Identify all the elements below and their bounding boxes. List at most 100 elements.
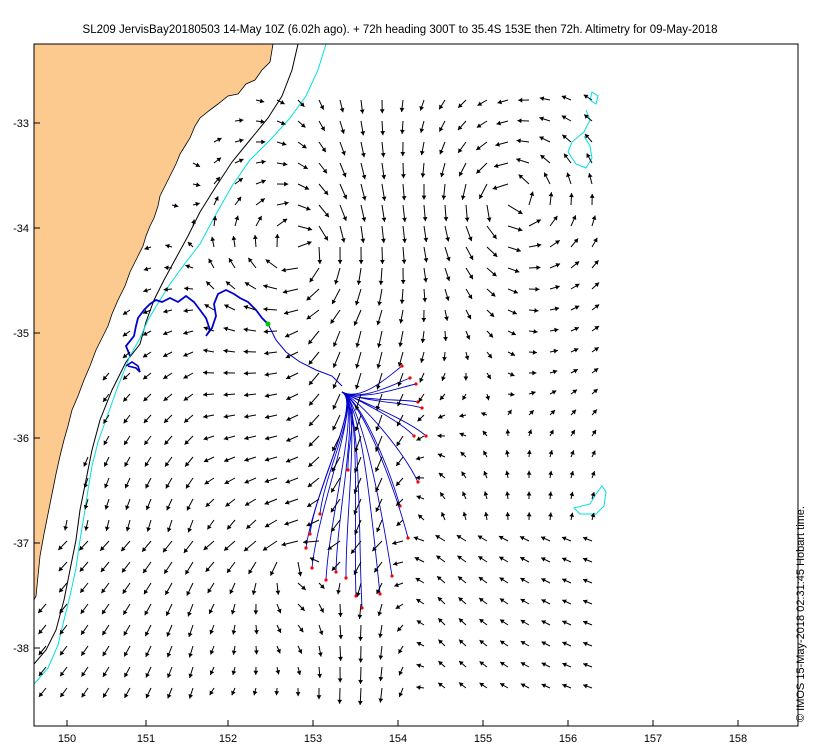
current-vector-head <box>483 450 488 456</box>
current-vector-head <box>303 539 308 545</box>
current-vector-head <box>402 217 407 222</box>
current-vector-head <box>396 501 401 506</box>
current-vector-head <box>554 327 559 333</box>
current-vector-head <box>378 655 384 660</box>
current-vector-head <box>357 700 363 705</box>
current-vector-head <box>419 128 425 133</box>
current-vector-head <box>361 217 367 222</box>
current-vector-head <box>306 314 312 320</box>
current-vector-head <box>400 152 406 157</box>
current-vector-head <box>223 413 228 419</box>
current-vector-head <box>103 418 108 424</box>
current-vector-head <box>582 557 588 563</box>
current-vector-head <box>296 670 302 676</box>
current-vector-head <box>227 568 232 573</box>
current-vector-head <box>340 129 346 134</box>
current-vector-head <box>584 114 589 119</box>
current-vector-head <box>397 362 403 367</box>
current-vector-head <box>191 219 196 224</box>
current-vector-head <box>561 536 567 541</box>
current-vector-head <box>399 129 405 134</box>
current-vector-head <box>248 257 253 263</box>
current-vector-head <box>505 429 511 434</box>
current-vector-head <box>419 358 425 363</box>
current-vector-head <box>354 447 359 452</box>
current-vector-head <box>555 263 561 268</box>
current-vector-head <box>163 352 168 357</box>
current-vector-head <box>183 548 189 553</box>
current-vector-head <box>416 663 422 669</box>
current-vector-head <box>422 216 428 222</box>
lat-tick-label: -33 <box>13 118 29 130</box>
current-vector-head <box>248 569 253 575</box>
current-vector-head <box>485 395 490 401</box>
land-area <box>34 44 274 601</box>
current-vector-head <box>464 355 470 361</box>
current-vector-head <box>244 546 249 552</box>
current-vector-head <box>252 690 258 696</box>
lat-tick-label: -37 <box>13 538 29 550</box>
current-vectors <box>37 94 600 706</box>
current-vector-head <box>81 692 86 698</box>
current-vector-head <box>526 449 532 455</box>
current-vector-head <box>535 286 540 292</box>
current-vector-head <box>262 546 268 551</box>
forecast-track <box>341 391 381 595</box>
current-vector-head <box>397 401 402 407</box>
current-vector-head <box>264 478 270 484</box>
current-vector-head <box>456 535 462 540</box>
current-vector-head <box>478 556 483 561</box>
current-vector-head <box>421 195 427 200</box>
current-vector-head <box>308 339 313 345</box>
current-vector-head <box>505 491 510 496</box>
current-vector-head <box>186 505 191 511</box>
current-vector-head <box>496 120 502 126</box>
current-vector-head <box>309 277 314 283</box>
current-vector-head <box>594 260 599 265</box>
current-vector-head <box>437 576 442 581</box>
current-vector-head <box>479 661 485 666</box>
current-vector-head <box>513 289 519 294</box>
current-vector-head <box>102 651 107 657</box>
current-vector-head <box>59 608 64 614</box>
current-vector-head <box>361 174 367 180</box>
current-vector-head <box>416 685 421 690</box>
current-vector-head <box>375 426 380 432</box>
lon-tick-label: 155 <box>474 733 492 745</box>
current-vector-head <box>436 555 441 560</box>
current-vector-head <box>510 391 515 397</box>
current-vector-head <box>332 383 338 389</box>
current-vector-head <box>421 317 427 322</box>
current-vector-head <box>81 671 86 677</box>
current-vector-head <box>590 512 596 518</box>
current-vector-head <box>514 268 520 273</box>
current-vector-head <box>378 280 384 285</box>
current-vector-head <box>80 588 85 593</box>
current-vector-head <box>548 512 553 517</box>
current-vector-head <box>166 527 172 532</box>
current-vector-head <box>494 163 499 169</box>
current-vector-head <box>566 172 571 178</box>
current-vector-head <box>361 196 367 201</box>
current-vector-head <box>102 375 108 381</box>
current-vector-head <box>214 196 219 201</box>
current-vector-head <box>320 126 325 131</box>
current-vector-head <box>520 577 526 583</box>
current-vector-head <box>59 629 65 635</box>
current-vector-head <box>555 240 560 245</box>
current-vector-head <box>440 512 446 517</box>
current-vector-head <box>231 670 237 676</box>
lon-tick-label: 153 <box>304 733 322 745</box>
current-vector-head <box>341 150 346 156</box>
current-vector-head <box>204 480 210 485</box>
current-vector-head <box>487 353 492 359</box>
current-vector-head <box>102 630 107 636</box>
current-vector-head <box>284 201 289 206</box>
current-vector-head <box>204 304 210 309</box>
current-vector-head <box>79 545 84 551</box>
current-vector-head <box>479 682 485 688</box>
current-vector-head <box>121 567 127 573</box>
current-vector-head <box>323 235 328 241</box>
current-vector-head <box>142 331 148 336</box>
current-vector-head <box>437 433 442 439</box>
